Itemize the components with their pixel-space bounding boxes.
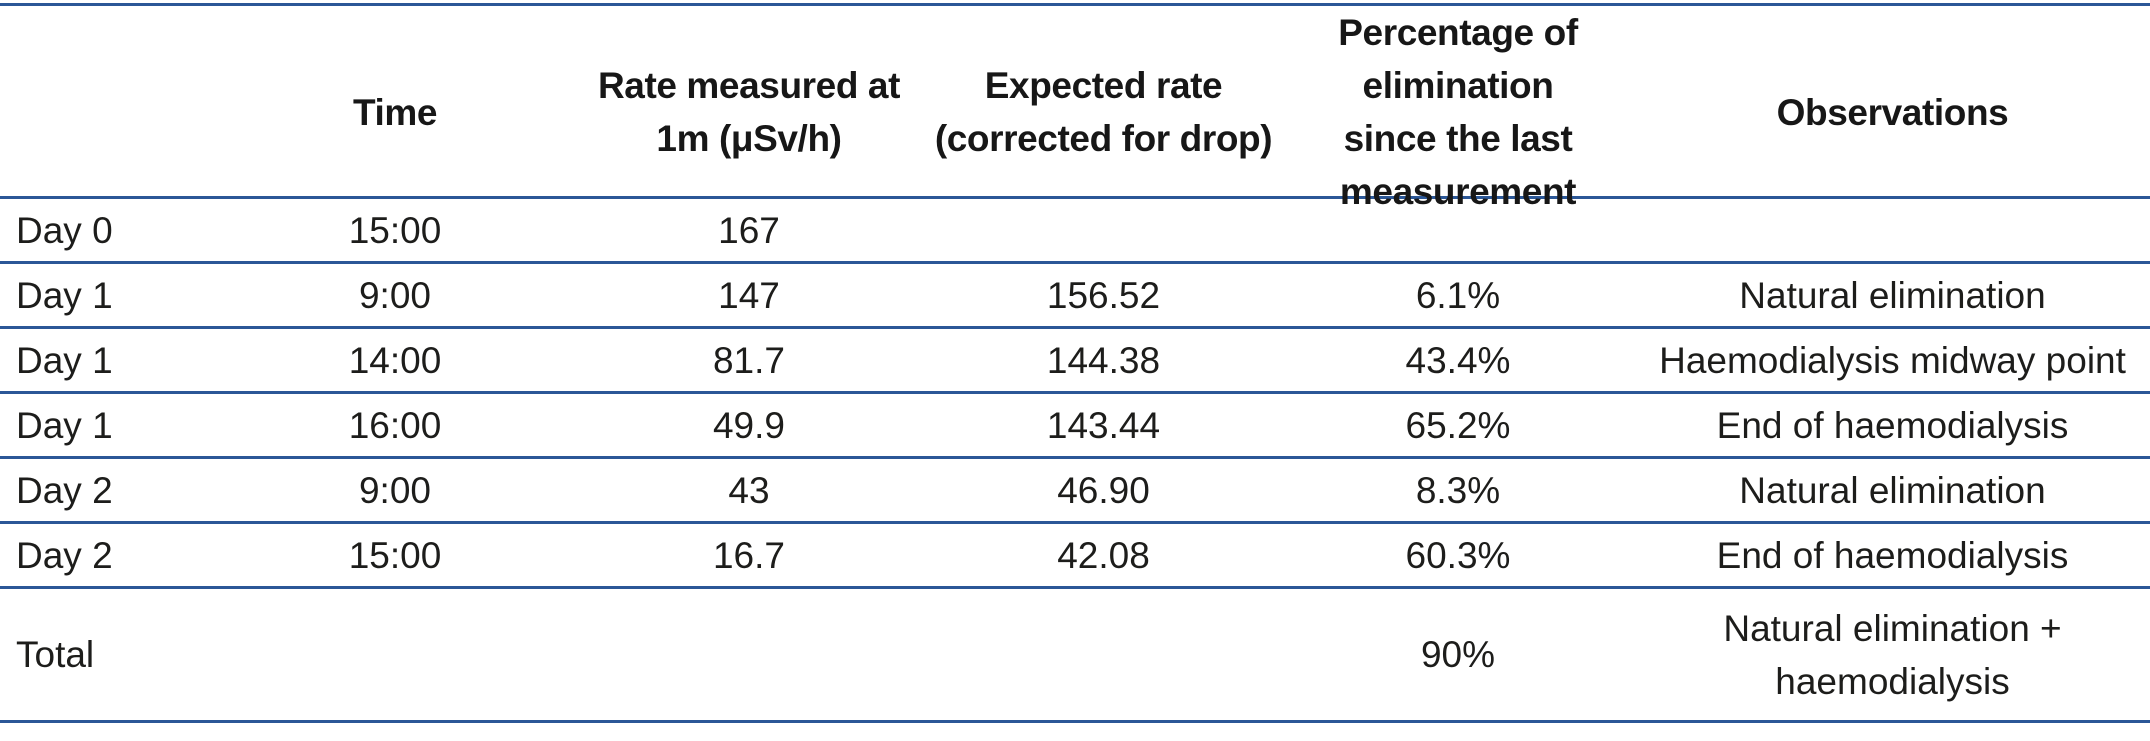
table-row-day1-1400: Day 1 14:00 81.7 144.38 43.4% Haemodialy…: [0, 326, 2150, 391]
cell-rate: 167: [718, 209, 780, 251]
table-row-day0-1500: Day 0 15:00 167: [0, 196, 2150, 261]
header-cell-expected-rate: Expected rate (corrected for drop): [934, 65, 1273, 159]
cell-day: Day 0: [16, 209, 113, 251]
cell-percentage: 65.2%: [1405, 404, 1511, 446]
cell-rate: 81.7: [712, 339, 785, 381]
cell-percentage: 90%: [1420, 634, 1496, 675]
cell-percentage: 6.1%: [1415, 274, 1501, 316]
cell-observations: End of haemodialysis: [1716, 534, 2069, 576]
cell-day: Total: [16, 634, 95, 675]
table-row-day1-1600: Day 1 16:00 49.9 143.44 65.2% End of hae…: [0, 391, 2150, 456]
cell-observations: Natural elimination + haemodialysis: [1723, 607, 2062, 702]
header-cell-percentage-elimination: Percentage of elimination since the last…: [1338, 12, 1578, 212]
cell-observations: [1635, 199, 2150, 261]
cell-expected-rate: 144.38: [1046, 339, 1161, 381]
dose-rate-elimination-table: Time Rate measured at 1m (μSv/h) Expecte…: [0, 3, 2150, 723]
table-row-day2-1500: Day 2 15:00 16.7 42.08 60.3% End of haem…: [0, 521, 2150, 586]
cell-time: 9:00: [358, 274, 431, 316]
cell-observations: Natural elimination: [1739, 274, 2046, 316]
table-row-total: Total 90% Natural elimination + haemodia…: [0, 586, 2150, 720]
cell-percentage: [1281, 199, 1635, 261]
table-header-row: Time Rate measured at 1m (μSv/h) Expecte…: [0, 3, 2150, 212]
cell-rate: 147: [718, 274, 780, 316]
header-cell-rate: Rate measured at 1m (μSv/h): [597, 65, 901, 159]
cell-expected-rate: [926, 589, 1281, 720]
cell-observations: Natural elimination: [1739, 469, 2046, 511]
cell-time: 9:00: [358, 469, 431, 511]
table-row-day1-0900: Day 1 9:00 147 156.52 6.1% Natural elimi…: [0, 261, 2150, 326]
cell-rate: 43: [728, 469, 770, 511]
cell-time: 15:00: [348, 534, 442, 576]
cell-rate: 49.9: [712, 404, 785, 446]
cell-day: Day 1: [16, 404, 113, 446]
header-cell-time: Time: [352, 91, 438, 133]
cell-expected-rate: 46.90: [1057, 469, 1150, 511]
cell-day: Day 2: [16, 469, 113, 511]
cell-percentage: 60.3%: [1405, 534, 1511, 576]
cell-time: 15:00: [348, 209, 442, 251]
cell-day: Day 2: [16, 534, 113, 576]
table-bottom-rule: [0, 720, 2150, 723]
cell-expected-rate: 42.08: [1057, 534, 1150, 576]
header-cell-observations: Observations: [1776, 91, 2009, 133]
cell-percentage: 8.3%: [1415, 469, 1501, 511]
cell-expected-rate: [926, 199, 1281, 261]
cell-expected-rate: 143.44: [1046, 404, 1161, 446]
cell-rate: [572, 589, 926, 720]
cell-rate: 16.7: [712, 534, 785, 576]
cell-percentage: 43.4%: [1405, 339, 1511, 381]
cell-observations: Haemodialysis midway point: [1659, 339, 2126, 381]
cell-expected-rate: 156.52: [1046, 274, 1161, 316]
table-row-day2-0900: Day 2 9:00 43 46.90 8.3% Natural elimina…: [0, 456, 2150, 521]
cell-day: Day 1: [16, 274, 113, 316]
cell-observations: End of haemodialysis: [1716, 404, 2069, 446]
cell-day: Day 1: [16, 339, 113, 381]
cell-time: 16:00: [348, 404, 442, 446]
header-cell-day: [0, 6, 218, 218]
cell-time: [218, 589, 572, 720]
cell-time: 14:00: [348, 339, 442, 381]
